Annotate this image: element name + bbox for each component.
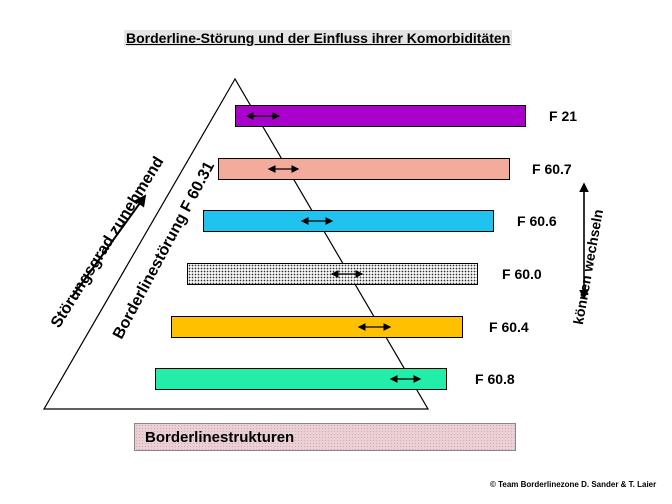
diagram-title: Borderline-Störung und der Einfluss ihre… bbox=[124, 30, 513, 46]
bar-code-label: F 60.8 bbox=[475, 371, 515, 387]
structure-label: Borderlinestrukturen bbox=[145, 429, 295, 446]
bar-f-60.6 bbox=[203, 210, 494, 232]
bar-code-label: F 60.7 bbox=[532, 161, 572, 177]
bar-f-60.8 bbox=[155, 368, 447, 390]
severity-arrow bbox=[71, 194, 147, 298]
bar-code-label: F 60.6 bbox=[517, 213, 557, 229]
bar-f-60.7 bbox=[218, 158, 510, 180]
bar-code-label: F 60.4 bbox=[489, 319, 529, 335]
copyright-text: © Team Borderlinezone D. Sander & T. Lai… bbox=[490, 480, 657, 489]
bar-f-60.4 bbox=[171, 316, 463, 338]
bar-code-label: F 21 bbox=[549, 108, 578, 124]
bar-f-21 bbox=[235, 105, 526, 127]
bar-code-label: F 60.0 bbox=[502, 266, 542, 282]
structure-box: Borderlinestrukturen bbox=[134, 423, 516, 451]
